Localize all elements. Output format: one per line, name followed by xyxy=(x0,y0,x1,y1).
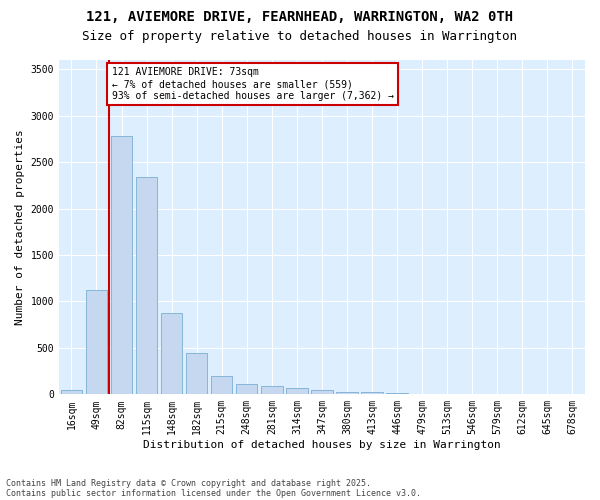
Bar xyxy=(211,376,232,394)
Bar xyxy=(161,312,182,394)
Bar xyxy=(361,392,383,394)
Y-axis label: Number of detached properties: Number of detached properties xyxy=(15,130,25,325)
Text: Contains public sector information licensed under the Open Government Licence v3: Contains public sector information licen… xyxy=(6,488,421,498)
Text: 121 AVIEMORE DRIVE: 73sqm
← 7% of detached houses are smaller (559)
93% of semi-: 121 AVIEMORE DRIVE: 73sqm ← 7% of detach… xyxy=(112,68,394,100)
Bar xyxy=(311,390,332,394)
Text: 121, AVIEMORE DRIVE, FEARNHEAD, WARRINGTON, WA2 0TH: 121, AVIEMORE DRIVE, FEARNHEAD, WARRINGT… xyxy=(86,10,514,24)
Text: Size of property relative to detached houses in Warrington: Size of property relative to detached ho… xyxy=(83,30,517,43)
Bar xyxy=(136,177,157,394)
Bar xyxy=(236,384,257,394)
Bar xyxy=(61,390,82,394)
Bar xyxy=(337,392,358,394)
Bar xyxy=(186,352,208,395)
Bar xyxy=(261,386,283,394)
Bar xyxy=(111,136,132,394)
Bar xyxy=(286,388,308,394)
Bar xyxy=(86,290,107,395)
X-axis label: Distribution of detached houses by size in Warrington: Distribution of detached houses by size … xyxy=(143,440,501,450)
Text: Contains HM Land Registry data © Crown copyright and database right 2025.: Contains HM Land Registry data © Crown c… xyxy=(6,478,371,488)
